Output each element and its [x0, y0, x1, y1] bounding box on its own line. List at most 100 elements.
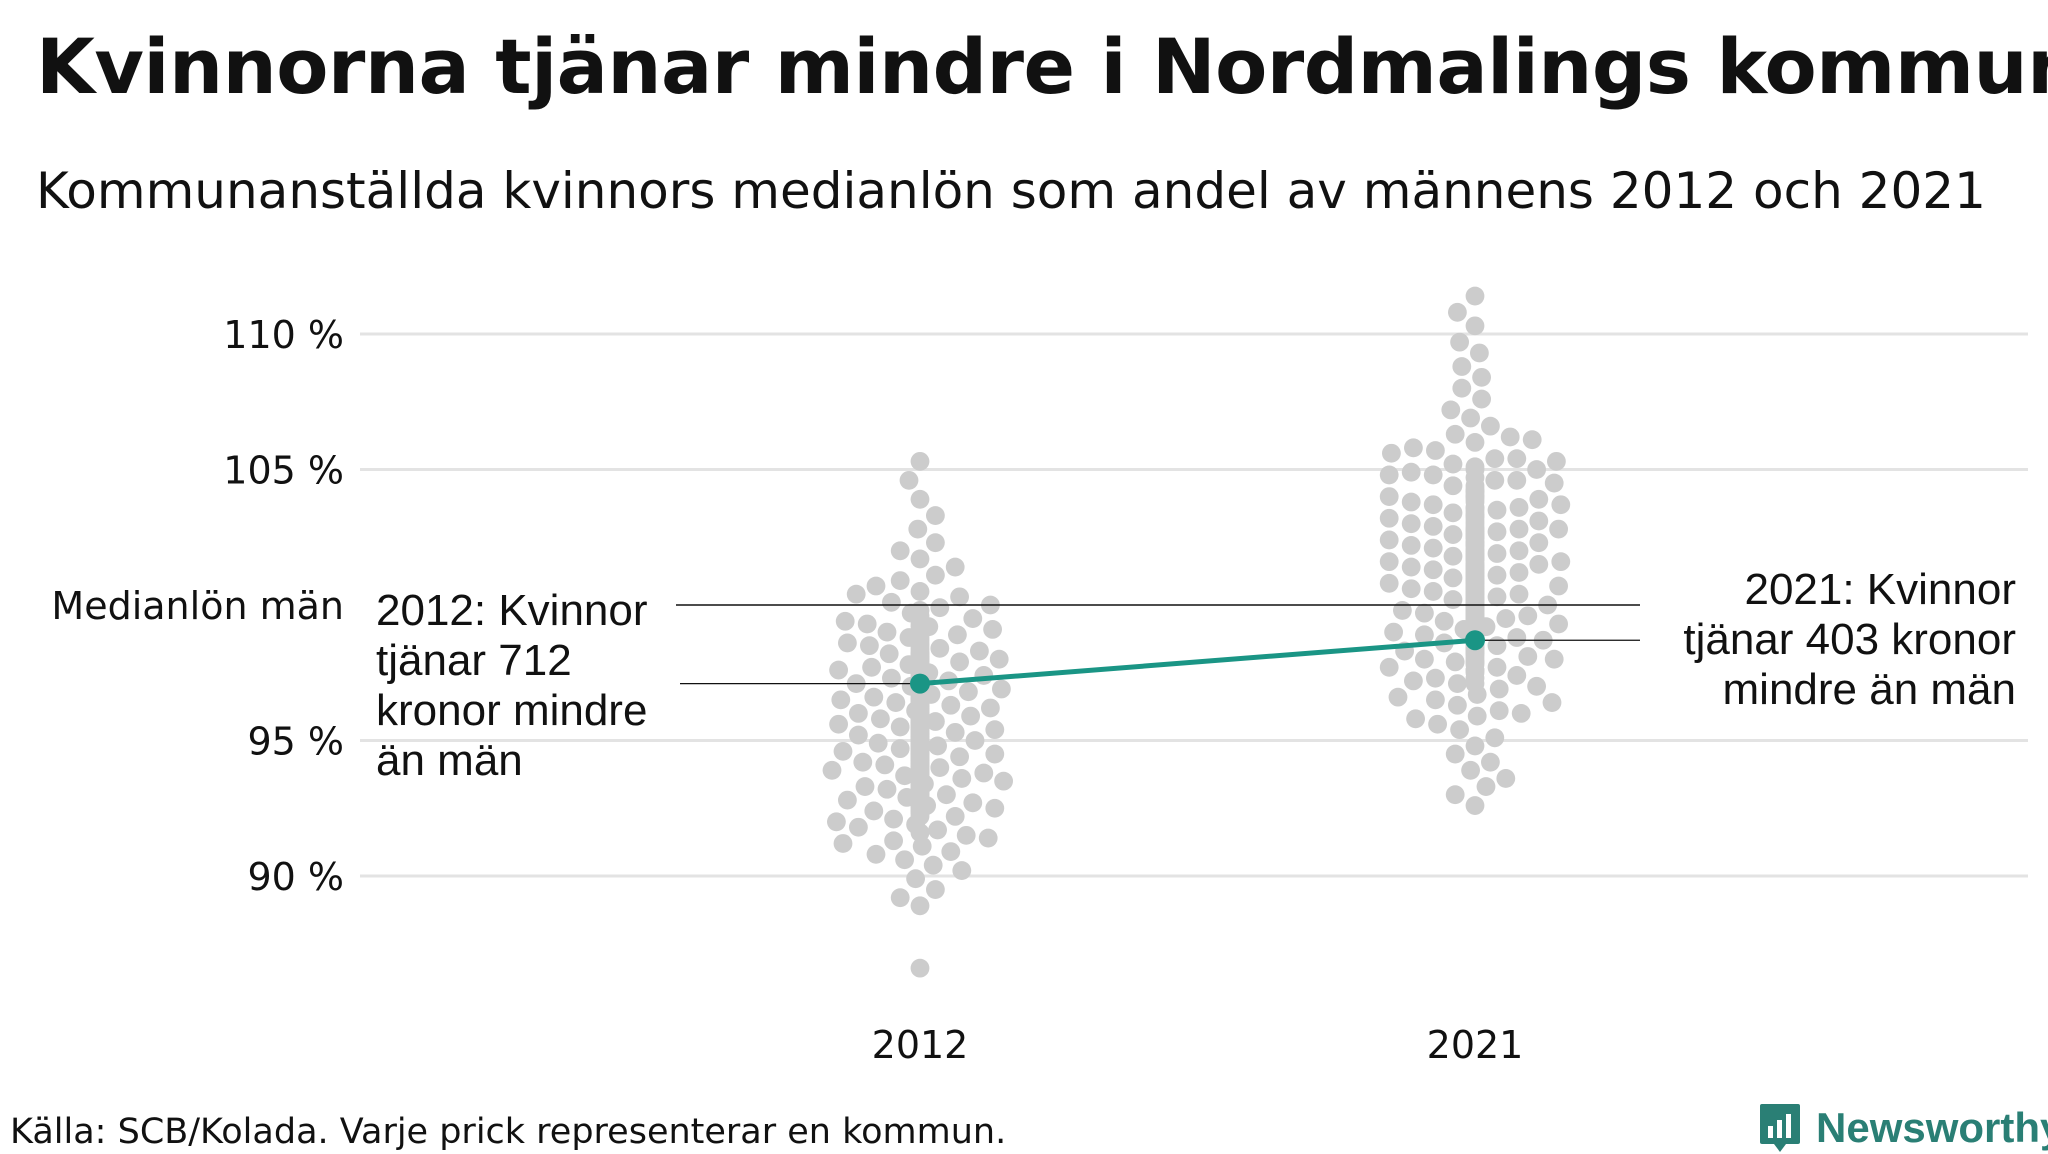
municipality-dot — [827, 812, 846, 832]
municipality-dot — [910, 763, 930, 783]
municipality-dot — [1472, 389, 1491, 409]
municipality-dot — [1481, 752, 1500, 772]
municipality-dot — [1443, 590, 1463, 609]
highlight-line — [919, 637, 1476, 687]
municipality-dot — [941, 695, 961, 715]
municipality-dot — [1379, 465, 1399, 485]
municipality-dot — [882, 592, 901, 612]
municipality-dot — [928, 820, 947, 840]
municipality-dot — [855, 777, 875, 796]
municipality-dot — [846, 584, 866, 604]
municipality-dot — [974, 666, 994, 685]
municipality-dot — [952, 769, 972, 788]
municipality-dot — [1529, 489, 1549, 509]
municipality-dot — [1465, 533, 1485, 553]
y-tick-label: 90 % — [247, 855, 344, 899]
municipality-dot — [1445, 785, 1465, 805]
municipality-dot — [948, 625, 967, 645]
municipality-dot — [1551, 552, 1571, 572]
municipality-dot — [1382, 443, 1401, 463]
municipality-dot — [1465, 576, 1485, 596]
y-tick-label: 95 % — [247, 720, 344, 764]
axis-labels: 90 % 95 % 105 % 110 % Medianlön män 2012 2021 — [51, 313, 1523, 1067]
municipality-dot — [1448, 674, 1467, 693]
municipality-dot — [1465, 606, 1485, 626]
beeswarm-chart: 90 % 95 % 105 % 110 % Medianlön män 2012 2021 — [51, 286, 2028, 1067]
source-note: Källa: SCB/Kolada. Varje prick represent… — [10, 1112, 1007, 1152]
municipality-dot — [1461, 408, 1480, 428]
municipality-dot — [1404, 438, 1423, 458]
municipality-dot — [961, 706, 980, 726]
municipality-dot — [1470, 343, 1489, 363]
annotation-2012-line: kronor mindre — [376, 686, 648, 735]
annotation-2021: 2021: Kvinnor tjänar 403 kronor mindre ä… — [1606, 565, 2016, 715]
municipality-dot — [950, 652, 969, 672]
municipality-dot — [1465, 433, 1485, 452]
municipality-dot — [868, 733, 888, 753]
municipality-dot — [1509, 584, 1529, 604]
municipality-dot — [1544, 649, 1564, 669]
municipality-dot — [1443, 503, 1463, 523]
municipality-dot — [849, 704, 868, 723]
grid-lines — [360, 332, 2028, 878]
municipality-dot — [1452, 357, 1472, 376]
municipality-dot — [1529, 511, 1549, 531]
municipality-dot — [1542, 693, 1562, 712]
municipality-dot — [1452, 378, 1472, 398]
municipality-dot — [1450, 720, 1469, 740]
municipality-dot — [1443, 546, 1463, 566]
municipality-dot — [1481, 416, 1500, 436]
municipality-dot — [890, 717, 910, 737]
municipality-dot — [1465, 736, 1485, 756]
municipality-dot — [1549, 614, 1568, 634]
brand-logo[interactable]: Newsworthy — [1758, 1102, 2048, 1154]
municipality-dot — [926, 712, 945, 731]
x-tick-label: 2012 — [872, 1023, 969, 1067]
municipality-dot — [1423, 538, 1443, 558]
municipality-dot — [1426, 441, 1445, 460]
municipality-dot — [1434, 611, 1454, 631]
municipality-dot — [864, 687, 884, 707]
municipality-dot — [1507, 449, 1527, 469]
municipality-dot — [963, 793, 983, 813]
municipality-dot — [910, 582, 930, 601]
municipality-dot — [1379, 487, 1399, 506]
municipality-dot — [1476, 777, 1496, 796]
municipality-dot — [1551, 495, 1571, 515]
municipality-dot — [890, 571, 910, 591]
municipality-dot — [1465, 519, 1485, 539]
municipality-dot — [829, 660, 848, 680]
municipality-dot — [849, 817, 868, 837]
municipality-dot — [956, 825, 976, 845]
municipality-dot — [1507, 470, 1527, 490]
municipality-dot — [886, 693, 906, 712]
municipality-dot — [1527, 460, 1546, 479]
municipality-dot — [1509, 541, 1529, 561]
municipality-dot — [1509, 498, 1529, 517]
municipality-dot — [978, 828, 998, 848]
annotation-2012-line: tjänar 712 — [376, 636, 572, 685]
reference-label: Medianlön män — [51, 584, 344, 628]
municipality-dot — [1465, 796, 1485, 815]
municipality-dot — [910, 747, 930, 767]
municipality-dot — [1445, 424, 1465, 444]
municipality-dot — [910, 693, 930, 712]
municipality-dot — [965, 731, 985, 750]
municipality-dot — [1379, 508, 1399, 528]
municipality-dot — [1500, 427, 1520, 447]
municipality-dot — [838, 790, 857, 810]
municipality-dot — [864, 801, 884, 821]
municipality-dot — [930, 758, 950, 777]
municipality-dot — [1404, 671, 1423, 691]
municipality-dot — [890, 541, 910, 561]
municipality-dot — [1465, 563, 1485, 582]
municipality-dot — [1465, 316, 1485, 336]
municipality-dot — [1465, 487, 1485, 506]
annotation-2021-line: 2021: Kvinnor — [1744, 565, 2016, 614]
municipality-dot — [910, 489, 930, 509]
municipality-dot — [1518, 647, 1538, 666]
municipality-dot — [833, 834, 853, 853]
municipality-dot — [829, 714, 848, 734]
municipality-dot — [1406, 709, 1425, 729]
municipality-dot — [985, 720, 1005, 740]
